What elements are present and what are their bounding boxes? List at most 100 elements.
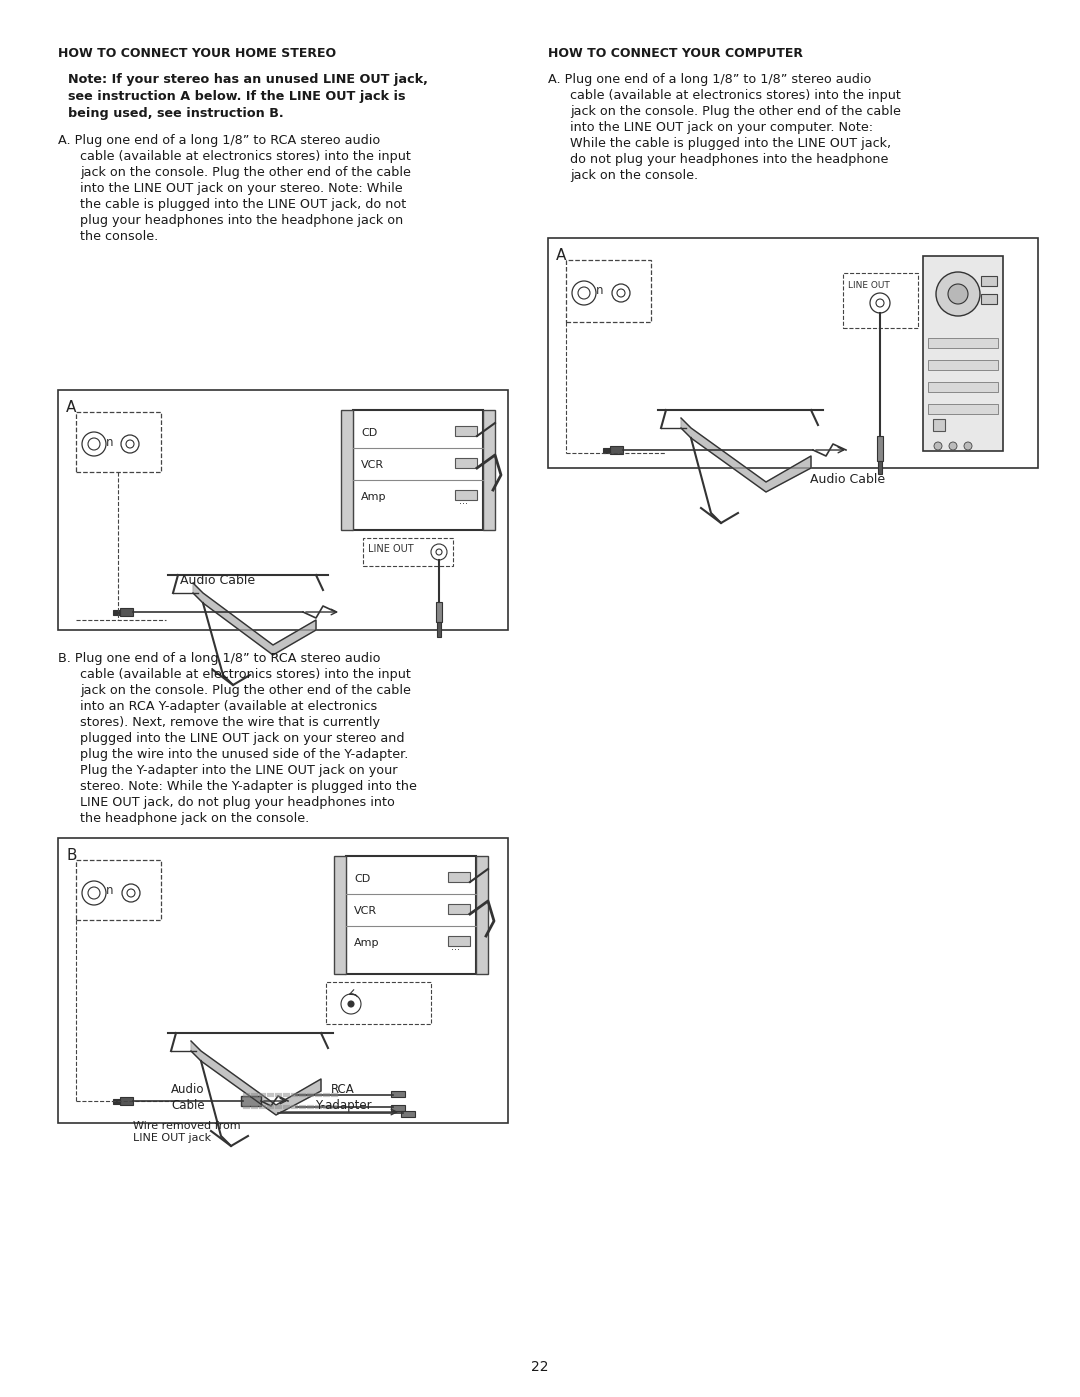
Bar	[877, 436, 883, 461]
Bar	[113, 609, 120, 615]
Bar	[928, 338, 998, 348]
Text: Amp: Amp	[361, 492, 387, 502]
Text: see instruction A below. If the LINE OUT jack is: see instruction A below. If the LINE OUT…	[68, 89, 405, 103]
Text: plugged into the LINE OUT jack on your stereo and: plugged into the LINE OUT jack on your s…	[80, 732, 405, 745]
Bar	[353, 409, 483, 529]
Text: CD: CD	[354, 875, 370, 884]
Bar	[448, 904, 470, 914]
Text: A. Plug one end of a long 1/8” to RCA stereo audio: A. Plug one end of a long 1/8” to RCA st…	[58, 134, 380, 147]
Bar	[603, 447, 610, 453]
Circle shape	[87, 887, 100, 900]
Bar	[58, 838, 508, 1123]
Bar	[928, 360, 998, 370]
Bar	[113, 1098, 120, 1104]
Text: cable (available at electronics stores) into the input: cable (available at electronics stores) …	[80, 668, 410, 680]
Text: LINE OUT: LINE OUT	[848, 281, 890, 291]
Text: VCR: VCR	[361, 460, 384, 469]
Circle shape	[964, 441, 972, 450]
Bar	[120, 608, 133, 616]
Text: plug your headphones into the headphone jack on: plug your headphones into the headphone …	[80, 214, 403, 226]
Bar	[933, 419, 945, 432]
Text: jack on the console. Plug the other end of the cable: jack on the console. Plug the other end …	[570, 105, 901, 117]
Bar	[455, 458, 477, 468]
Circle shape	[127, 888, 135, 897]
Text: B: B	[66, 848, 77, 863]
Bar	[120, 1097, 133, 1105]
Circle shape	[431, 543, 447, 560]
Bar	[843, 272, 918, 328]
Circle shape	[82, 882, 106, 905]
Text: n: n	[106, 884, 113, 897]
Text: plug the wire into the unused side of the Y-adapter.: plug the wire into the unused side of th…	[80, 747, 408, 761]
Bar	[928, 381, 998, 393]
Text: A: A	[66, 400, 77, 415]
Text: being used, see instruction B.: being used, see instruction B.	[68, 108, 284, 120]
Text: cable (available at electronics stores) into the input: cable (available at electronics stores) …	[570, 89, 901, 102]
Circle shape	[870, 293, 890, 313]
Bar	[241, 1097, 261, 1106]
Circle shape	[121, 434, 139, 453]
Text: into an RCA Y-adapter (available at electronics: into an RCA Y-adapter (available at elec…	[80, 700, 377, 712]
Polygon shape	[681, 418, 811, 492]
Text: Audio
Cable: Audio Cable	[172, 1083, 205, 1112]
Circle shape	[949, 441, 957, 450]
Circle shape	[612, 284, 630, 302]
Circle shape	[341, 995, 361, 1014]
Text: While the cable is plugged into the LINE OUT jack,: While the cable is plugged into the LINE…	[570, 137, 891, 149]
Text: VCR: VCR	[354, 907, 377, 916]
Text: Wire removed from
LINE OUT jack: Wire removed from LINE OUT jack	[133, 1120, 241, 1143]
Text: Audio Cable: Audio Cable	[810, 474, 886, 486]
Text: Audio Cable: Audio Cable	[180, 574, 256, 587]
Bar	[455, 490, 477, 500]
Bar	[346, 856, 476, 974]
Bar	[610, 446, 623, 454]
Text: n: n	[106, 436, 113, 448]
Bar	[334, 856, 346, 974]
Bar	[341, 409, 353, 529]
Text: A. Plug one end of a long 1/8” to 1/8” stereo audio: A. Plug one end of a long 1/8” to 1/8” s…	[548, 73, 872, 87]
Bar	[391, 1091, 405, 1097]
Text: stores). Next, remove the wire that is currently: stores). Next, remove the wire that is c…	[80, 717, 380, 729]
Bar	[878, 461, 882, 474]
Bar	[566, 260, 651, 321]
Circle shape	[934, 441, 942, 450]
Text: jack on the console. Plug the other end of the cable: jack on the console. Plug the other end …	[80, 685, 410, 697]
Text: 22: 22	[531, 1361, 549, 1375]
Circle shape	[122, 884, 140, 902]
Bar	[981, 277, 997, 286]
Text: ...: ...	[451, 942, 460, 951]
Text: ...: ...	[459, 496, 468, 506]
Circle shape	[572, 281, 596, 305]
Text: into the LINE OUT jack on your stereo. Note: While: into the LINE OUT jack on your stereo. N…	[80, 182, 403, 196]
Bar	[448, 936, 470, 946]
Bar	[363, 538, 453, 566]
Bar	[476, 856, 488, 974]
Bar	[981, 293, 997, 305]
Circle shape	[348, 1002, 354, 1007]
Circle shape	[82, 432, 106, 455]
Circle shape	[948, 284, 968, 305]
Circle shape	[936, 272, 980, 316]
Text: the console.: the console.	[80, 231, 159, 243]
Bar	[928, 404, 998, 414]
Bar	[436, 602, 442, 622]
Bar	[401, 1111, 415, 1118]
Text: Amp: Amp	[354, 937, 379, 949]
Text: jack on the console.: jack on the console.	[570, 169, 698, 182]
Bar	[76, 412, 161, 472]
Text: cable (available at electronics stores) into the input: cable (available at electronics stores) …	[80, 149, 410, 163]
Polygon shape	[193, 583, 316, 655]
Text: the cable is plugged into the LINE OUT jack, do not: the cable is plugged into the LINE OUT j…	[80, 198, 406, 211]
Text: HOW TO CONNECT YOUR COMPUTER: HOW TO CONNECT YOUR COMPUTER	[548, 47, 804, 60]
Text: n: n	[596, 285, 604, 298]
Text: jack on the console. Plug the other end of the cable: jack on the console. Plug the other end …	[80, 166, 410, 179]
Text: A: A	[556, 249, 566, 263]
Bar	[455, 426, 477, 436]
Text: Plug the Y-adapter into the LINE OUT jack on your: Plug the Y-adapter into the LINE OUT jac…	[80, 764, 397, 777]
Circle shape	[87, 439, 100, 450]
Circle shape	[578, 286, 590, 299]
Text: HOW TO CONNECT YOUR HOME STEREO: HOW TO CONNECT YOUR HOME STEREO	[58, 47, 336, 60]
Bar	[437, 622, 441, 637]
Polygon shape	[191, 1041, 321, 1115]
Text: CD: CD	[361, 427, 377, 439]
